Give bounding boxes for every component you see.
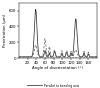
Perpendicular to bending axis [95, 56, 96, 57]
Perpendicular to bending axis [18, 56, 20, 57]
Perpendicular to bending axis [52, 56, 53, 57]
Parallel to bending axis [48, 53, 50, 54]
Perpendicular to bending axis [86, 56, 88, 57]
Y-axis label: Penetration (μm): Penetration (μm) [3, 14, 7, 47]
Perpendicular to bending axis [96, 56, 98, 57]
X-axis label: Angle of disorientation (°): Angle of disorientation (°) [32, 66, 84, 70]
Line: Perpendicular to bending axis: Perpendicular to bending axis [19, 39, 97, 57]
Perpendicular to bending axis [44, 38, 46, 39]
Perpendicular to bending axis [32, 56, 33, 57]
Perpendicular to bending axis [27, 56, 28, 57]
Parallel to bending axis [52, 56, 53, 57]
Parallel to bending axis [18, 56, 20, 57]
Legend: Parallel to bending axis, Perpendicular to bending axis: Parallel to bending axis, Perpendicular … [26, 83, 90, 88]
Parallel to bending axis [96, 56, 98, 57]
Line: Parallel to bending axis: Parallel to bending axis [19, 9, 97, 57]
Parallel to bending axis [35, 9, 36, 10]
Parallel to bending axis [95, 56, 96, 57]
Parallel to bending axis [86, 56, 88, 57]
Parallel to bending axis [27, 56, 28, 57]
Parallel to bending axis [32, 54, 33, 55]
Perpendicular to bending axis [48, 47, 50, 48]
